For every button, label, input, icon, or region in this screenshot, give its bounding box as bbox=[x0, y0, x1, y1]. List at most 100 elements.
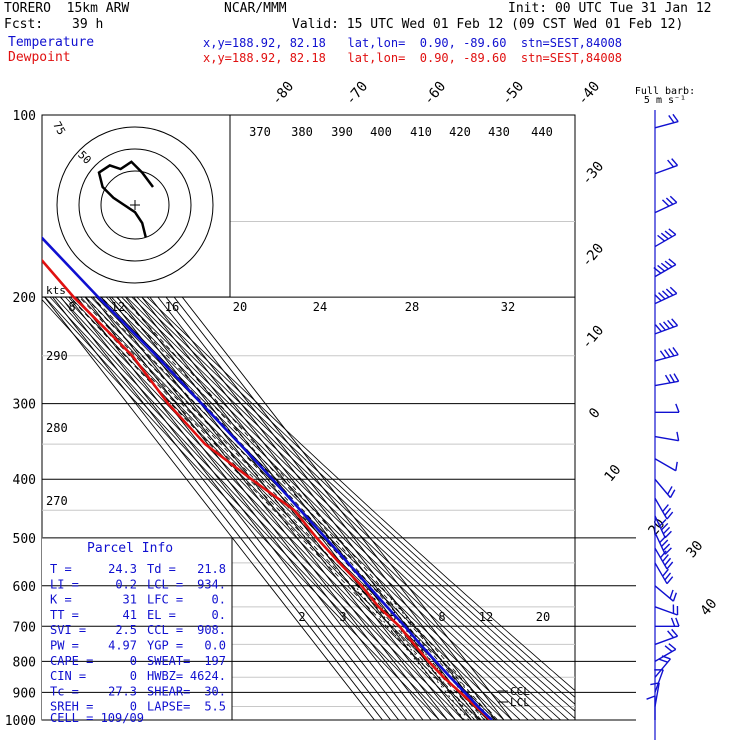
temperature-legend: Temperature bbox=[8, 35, 95, 50]
wind-barb-flag bbox=[667, 630, 675, 639]
wind-barb-flag bbox=[664, 230, 673, 238]
wind-barb-flag bbox=[657, 234, 666, 242]
fcst-label: Fcst: bbox=[4, 17, 44, 32]
theta-e-label: 290 bbox=[46, 349, 68, 363]
parcel-info-key: LCL = bbox=[147, 577, 183, 591]
wind-barb-staff bbox=[654, 458, 677, 472]
wind-barb-flag bbox=[668, 258, 677, 266]
parcel-info-key: SHEAR= bbox=[147, 684, 190, 698]
ratio-label: 16 bbox=[165, 300, 179, 314]
parcel-info-key: CAPE = bbox=[50, 654, 93, 668]
theta-label: 440 bbox=[531, 125, 553, 139]
moist-adiabat bbox=[78, 296, 482, 720]
mixing-ratio-label: 3 bbox=[339, 610, 346, 624]
wind-barb-flag bbox=[664, 645, 673, 653]
dewpoint-profile bbox=[42, 258, 492, 720]
theta-label: 410 bbox=[410, 125, 432, 139]
wind-barb-flag bbox=[661, 655, 671, 660]
mixing-ratio-line bbox=[373, 585, 486, 720]
wind-barb-flag bbox=[669, 489, 676, 498]
dry-adiabat bbox=[42, 192, 575, 692]
wind-barb-flag bbox=[660, 522, 669, 531]
hodograph-ring bbox=[56, 126, 214, 284]
wind-barb-flag bbox=[662, 526, 671, 535]
wind-barb-flag bbox=[669, 195, 678, 203]
wind-barb-flag bbox=[660, 262, 669, 270]
parcel-info-key: SWEAT= bbox=[147, 654, 190, 668]
wind-barb-flag bbox=[659, 535, 667, 544]
wind-barb-flag bbox=[662, 568, 669, 577]
ratio-label: 12 bbox=[111, 300, 125, 314]
wind-barb-flag bbox=[667, 486, 673, 495]
wind-barb-flag bbox=[662, 543, 671, 551]
wind-barb-flag bbox=[660, 539, 669, 547]
theta-e-label: 280 bbox=[46, 421, 68, 435]
wind-barb-flag bbox=[664, 374, 671, 384]
parcel-info-value: 934. bbox=[197, 577, 226, 591]
wind-barb-staff bbox=[654, 515, 666, 539]
parcel-info-value: 0 bbox=[130, 700, 137, 714]
dry-adiabat bbox=[42, 220, 562, 720]
wind-barb-staff bbox=[654, 201, 678, 214]
mixing-ratio-label: 2 bbox=[298, 610, 305, 624]
isotherm-label: 40 bbox=[697, 596, 720, 619]
wind-barb-flag bbox=[671, 318, 679, 327]
ratio-label: 28 bbox=[405, 300, 419, 314]
wind-barb-flag bbox=[675, 403, 680, 413]
pressure-label: 100 bbox=[13, 109, 36, 124]
wind-barb-flag bbox=[664, 557, 672, 566]
pressure-label: 700 bbox=[13, 620, 36, 635]
wind-barb-flag bbox=[668, 228, 677, 236]
wind-barb-flag bbox=[676, 431, 680, 441]
moist-adiabat bbox=[121, 296, 498, 720]
pressure-label: 600 bbox=[13, 580, 36, 595]
mixing-ratio-label: 5 bbox=[389, 610, 396, 624]
init-time: Init: 00 UTC Tue 31 Jan 12 bbox=[508, 1, 712, 16]
wind-barb-flag bbox=[660, 232, 669, 240]
wind-barb-staff bbox=[654, 292, 678, 305]
parcel-info-cell: CELL = 109/09 bbox=[50, 711, 144, 725]
isotherm bbox=[42, 293, 375, 720]
wind-barb-flag bbox=[661, 290, 670, 298]
hodograph-ring bbox=[100, 170, 170, 240]
wind-units-label: 5 m s⁻¹ bbox=[644, 95, 686, 106]
parcel-info-key: T = bbox=[50, 562, 72, 576]
dry-adiabat bbox=[42, 230, 546, 720]
theta-label: 400 bbox=[370, 125, 392, 139]
pressure-label: 500 bbox=[13, 532, 36, 547]
dry-adiabat bbox=[42, 255, 505, 720]
parcel-info-value: 27.3 bbox=[108, 684, 137, 698]
wind-barb-flag bbox=[666, 561, 674, 570]
wind-barb-staff bbox=[654, 635, 678, 646]
wind-barb-flag bbox=[654, 324, 662, 333]
ratio-label: 24 bbox=[313, 300, 327, 314]
parcel-info-value: 0 bbox=[130, 669, 137, 683]
wind-barb-staff bbox=[654, 606, 678, 616]
hodograph-kts-label: kts bbox=[46, 284, 66, 297]
isotherm-label: -30 bbox=[579, 159, 608, 189]
moist-adiabat bbox=[101, 296, 492, 720]
parcel-info-value: 197 bbox=[204, 654, 226, 668]
parcel-info-value: 0. bbox=[212, 608, 226, 622]
isotherm bbox=[42, 272, 391, 720]
dry-adiabat bbox=[42, 299, 440, 720]
wind-barb-staff bbox=[654, 547, 668, 570]
dry-adiabat bbox=[42, 235, 537, 720]
wind-barb-flag bbox=[667, 319, 675, 328]
wind-barb-flag bbox=[659, 519, 667, 527]
parcel-info-key: K = bbox=[50, 593, 72, 607]
dry-adiabat bbox=[42, 197, 575, 698]
wind-barb-staff bbox=[654, 497, 668, 520]
wind-barb-staff bbox=[654, 264, 677, 278]
parcel-info-key: EL = bbox=[147, 608, 176, 622]
wind-barb-staff bbox=[654, 233, 677, 248]
wind-barb-flag bbox=[666, 576, 674, 585]
wind-barb-flag bbox=[657, 264, 666, 272]
wind-label: Full barb: bbox=[635, 86, 695, 97]
wind-barb-flag bbox=[658, 292, 666, 300]
dry-adiabat bbox=[42, 245, 521, 720]
wind-barb-flag bbox=[653, 267, 662, 274]
wind-barb-flag bbox=[669, 286, 678, 294]
pressure-label: 300 bbox=[13, 398, 36, 413]
